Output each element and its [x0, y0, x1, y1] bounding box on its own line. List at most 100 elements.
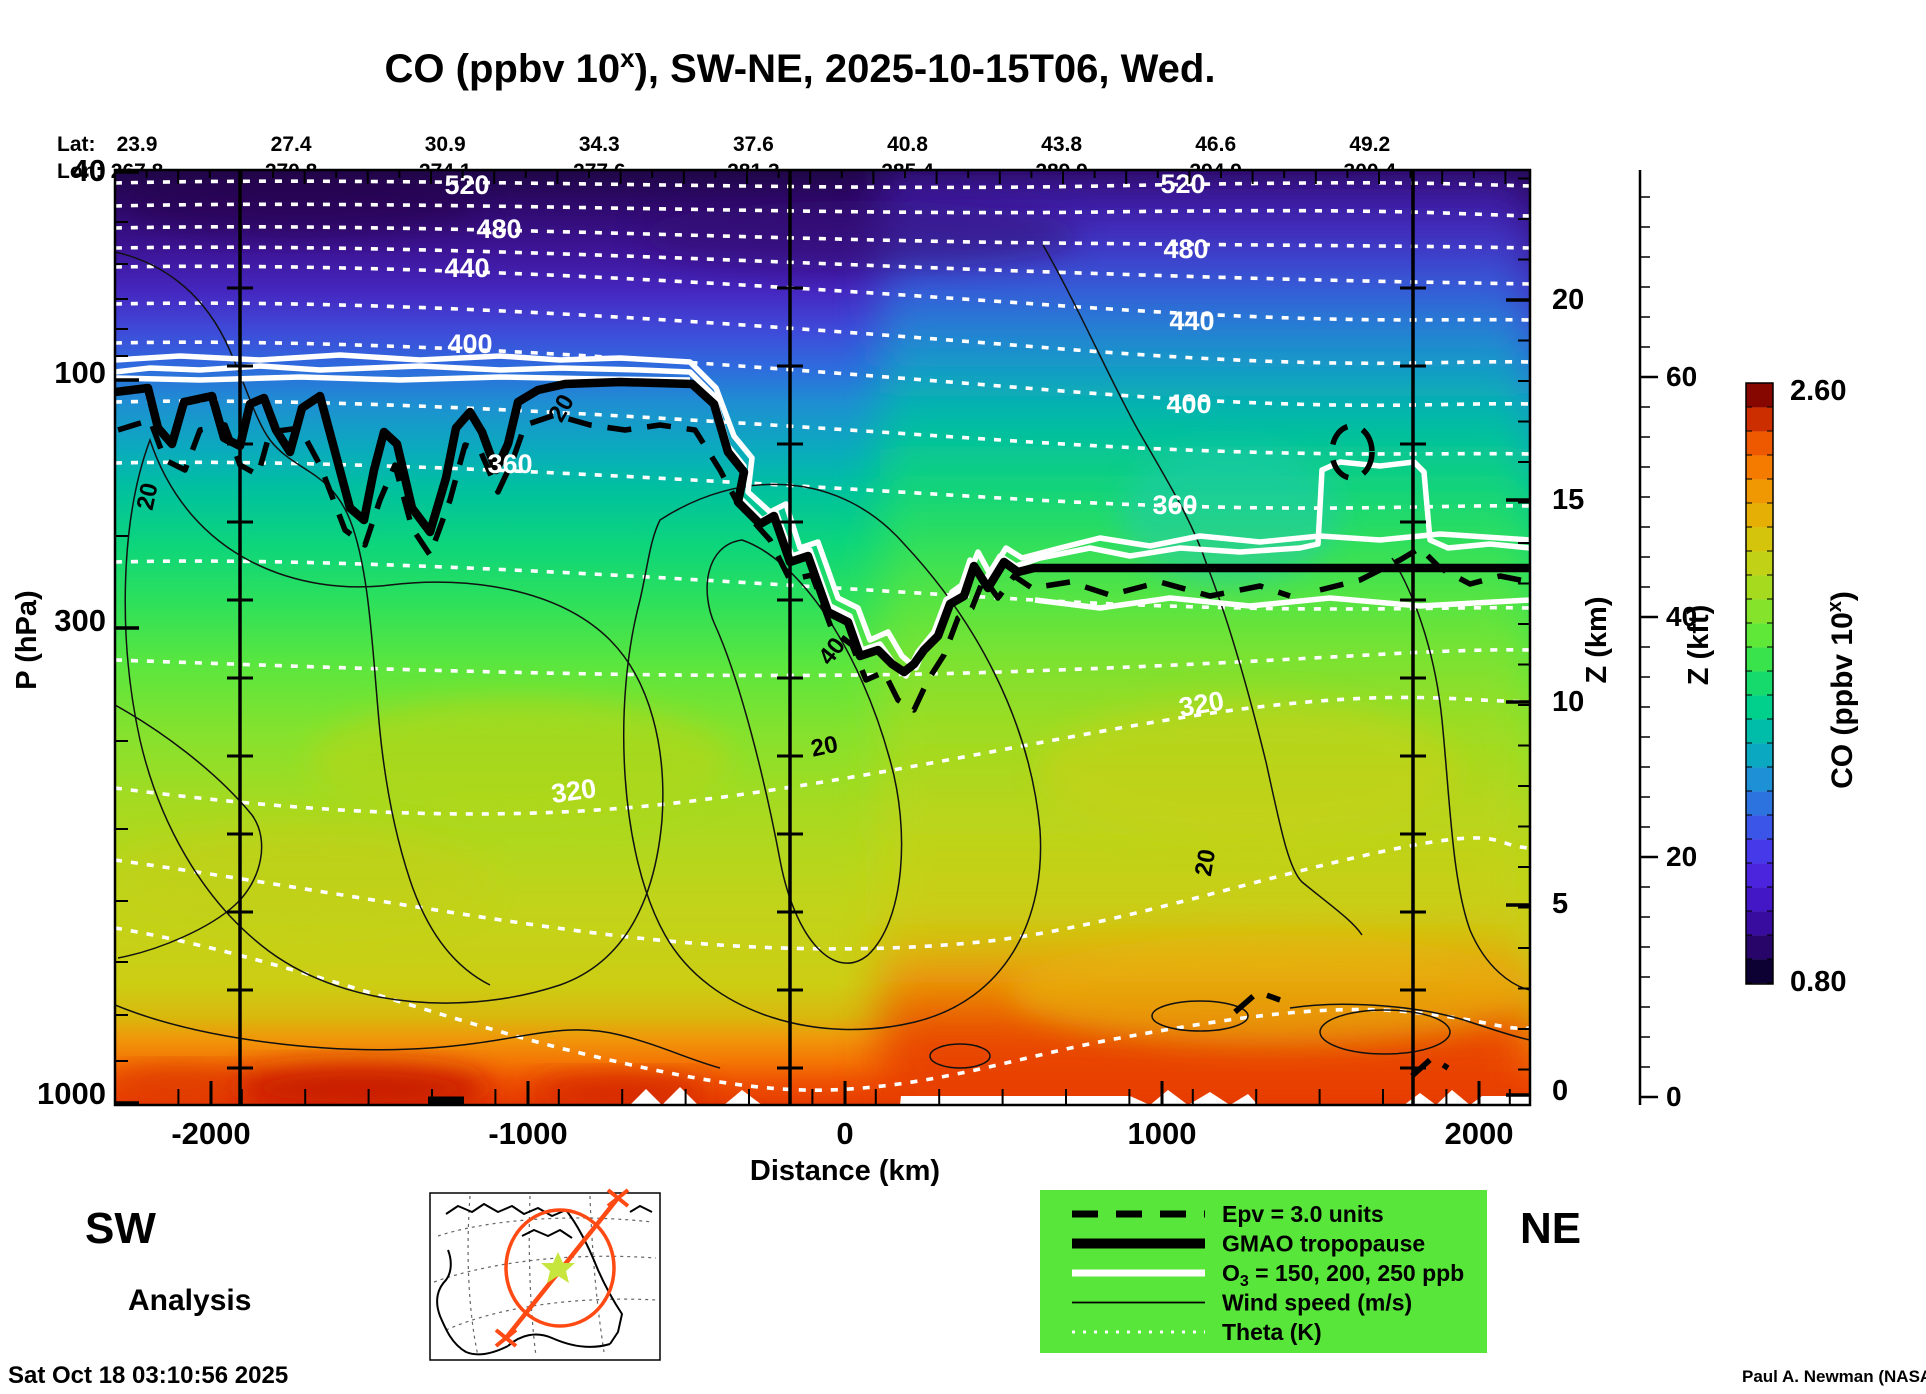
colorbar-min: 0.80 — [1790, 966, 1846, 998]
distance-tick-label: -1000 — [488, 1116, 567, 1151]
colorbar-segment — [1746, 383, 1773, 408]
colorbar-segment — [1746, 959, 1773, 984]
z-kft-axis-title: Z (kft) — [1683, 605, 1715, 686]
colorbar-segment — [1746, 887, 1773, 912]
svg-text:400: 400 — [1166, 389, 1211, 419]
wind-speed-labels: 20 20 40 20 20 — [132, 390, 1222, 878]
map-graticule — [433, 1195, 657, 1357]
lat-value: 30.9 — [425, 133, 466, 156]
pressure-tick-label: 1000 — [37, 1076, 106, 1111]
lat-value: 34.3 — [579, 133, 620, 156]
lat-value: 23.9 — [117, 133, 158, 156]
legend-label: Epv = 3.0 units — [1222, 1201, 1384, 1227]
distance-tick-label: 2000 — [1445, 1116, 1514, 1151]
z-km-tick-label: 0 — [1552, 1075, 1568, 1107]
legend: Epv = 3.0 units GMAO tropopause O3 = 150, … — [1040, 1190, 1487, 1353]
svg-text:320: 320 — [549, 773, 598, 809]
svg-text:360: 360 — [487, 449, 532, 479]
z-km-tick-label: 15 — [1552, 484, 1584, 516]
cross-section-path — [494, 1188, 630, 1348]
legend-label: Theta (K) — [1222, 1319, 1322, 1345]
legend-label: Wind speed (m/s) — [1222, 1290, 1412, 1316]
figure-title: CO (ppbv 10x), SW-NE, 2025-10-15T06, Wed… — [385, 43, 1216, 91]
colorbar-segment — [1746, 935, 1773, 960]
colorbar-segment — [1746, 431, 1773, 456]
colorbar-segment — [1746, 815, 1773, 840]
pressure-axis-title: P (hPa) — [11, 590, 43, 689]
co-shaded-field: 520 480 440 400 360 320 520 480 440 400 … — [115, 169, 1530, 1105]
distance-tick-label: -2000 — [171, 1116, 250, 1151]
colorbar-segment — [1746, 455, 1773, 480]
colorbar-segment — [1746, 623, 1773, 648]
colorbar-segment — [1746, 407, 1773, 432]
colorbar-segment — [1746, 863, 1773, 888]
lat-value: 27.4 — [271, 133, 312, 156]
colorbar-segment — [1746, 839, 1773, 864]
colorbar-segment — [1746, 479, 1773, 504]
z-kft-tick-label: 40 — [1666, 601, 1697, 632]
z-kft-axis — [1638, 170, 1658, 1105]
plot-frame — [113, 168, 1532, 1107]
colorbar-segment — [1746, 671, 1773, 696]
pressure-tick-label: 40 — [72, 153, 106, 188]
colorbar-segment — [1746, 767, 1773, 792]
pressure-tick-labels: 40 100 300 1000 — [37, 153, 106, 1111]
epv-contours — [117, 412, 1530, 1079]
theta-contours — [115, 179, 1530, 1092]
z-km-tick-label: 10 — [1552, 686, 1584, 718]
colorbar-segment — [1746, 647, 1773, 672]
colorbar: 2.60 0.80 CO (ppbv 10x) — [1745, 375, 1859, 998]
svg-text:20: 20 — [132, 481, 164, 513]
distance-tick-label: 0 — [836, 1116, 853, 1151]
colorbar-segment — [1746, 719, 1773, 744]
theta-labels: 520 480 440 400 360 320 520 480 440 400 … — [444, 169, 1226, 809]
colorbar-max: 2.60 — [1790, 375, 1846, 407]
lon-row-label: Lon: — [57, 160, 102, 183]
map-inset — [429, 1188, 661, 1361]
svg-text:400: 400 — [447, 329, 492, 359]
surface-terrain — [630, 1087, 1530, 1105]
z-km-axis-title: Z (km) — [1581, 597, 1613, 684]
svg-text:20: 20 — [1190, 847, 1221, 878]
z-kft-tick-label: 0 — [1666, 1081, 1682, 1112]
legend-label: GMAO tropopause — [1222, 1231, 1425, 1257]
tropopause-line — [115, 377, 1530, 1105]
lat-value: 49.2 — [1349, 133, 1390, 156]
z-kft-tick-label: 20 — [1666, 841, 1697, 872]
lat-value: 43.8 — [1041, 133, 1082, 156]
svg-text:360: 360 — [1152, 490, 1197, 520]
z-kft-tick-label: 60 — [1666, 361, 1697, 392]
colorbar-segment — [1746, 791, 1773, 816]
legend-label: O3 = 150, 200, 250 ppb — [1222, 1260, 1464, 1290]
colorbar-segment — [1746, 527, 1773, 552]
svg-text:520: 520 — [1160, 169, 1205, 199]
colorbar-segment — [1746, 599, 1773, 624]
midpoint-star — [541, 1252, 575, 1283]
colorbar-segment — [1746, 743, 1773, 768]
colorbar-segment — [1746, 551, 1773, 576]
distance-tick-labels: -2000 -1000 0 1000 2000 — [171, 1116, 1513, 1151]
credit: Paul A. Newman (NASA — [1742, 1367, 1926, 1386]
z-kft-tick-labels: 60 40 20 0 — [1666, 361, 1697, 1112]
svg-text:440: 440 — [444, 253, 489, 283]
pressure-tick-label: 300 — [54, 603, 106, 638]
timestamp: Sat Oct 18 03:10:56 2025 — [8, 1362, 288, 1389]
svg-text:520: 520 — [444, 170, 489, 200]
svg-text:480: 480 — [1163, 234, 1208, 264]
svg-text:440: 440 — [1169, 306, 1214, 336]
analysis-label: Analysis — [128, 1284, 251, 1317]
colorbar-segment — [1746, 503, 1773, 528]
lat-row-label: Lat: — [57, 133, 96, 156]
svg-text:20: 20 — [809, 731, 841, 763]
colorbar-segment — [1746, 911, 1773, 936]
axis-ticks — [114, 170, 1530, 1105]
distance-tick-label: 1000 — [1128, 1116, 1197, 1151]
reference-lines — [227, 170, 1426, 1105]
sw-corner-label: SW — [85, 1204, 156, 1253]
colorbar-segment — [1746, 695, 1773, 720]
z-km-tick-label: 20 — [1552, 284, 1584, 316]
ne-corner-label: NE — [1520, 1204, 1581, 1253]
lat-value: 40.8 — [887, 133, 928, 156]
